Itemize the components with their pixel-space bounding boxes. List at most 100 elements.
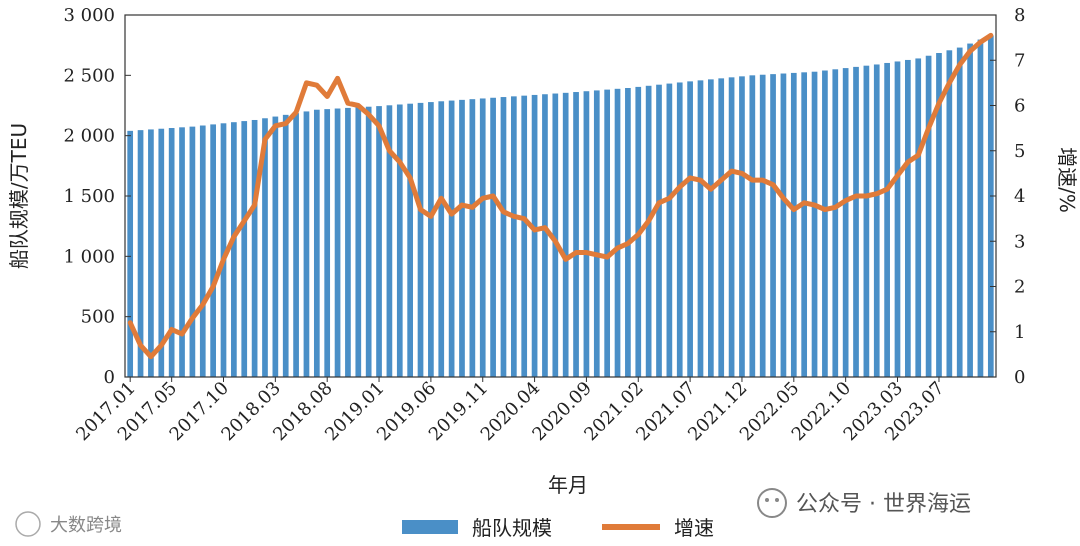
wechat-icon-dot	[765, 498, 769, 502]
bar-month-11	[241, 121, 248, 377]
right-tick-label: 7	[1014, 50, 1025, 71]
bar-month-37	[510, 96, 517, 377]
bar-month-52	[666, 83, 673, 377]
bar-month-77	[925, 55, 932, 377]
bar-month-19	[324, 109, 331, 378]
legend-bar-label: 船队规模	[472, 516, 552, 540]
bar-month-9	[220, 123, 227, 377]
bar-month-6	[189, 126, 196, 378]
watermark-right: 公众号 · 世界海运	[757, 488, 971, 518]
bar-month-20	[334, 108, 341, 378]
left-tick-label: 1 500	[63, 186, 115, 207]
bar-month-50	[645, 85, 652, 377]
bar-month-42	[562, 92, 569, 377]
right-tick-label: 4	[1014, 186, 1025, 207]
bar-month-59	[739, 76, 745, 377]
bar-month-26	[396, 104, 403, 378]
legend-line-label: 增速	[674, 516, 714, 540]
right-tick-label: 5	[1014, 141, 1025, 162]
bar-month-31	[448, 100, 455, 377]
bar-month-10	[231, 122, 237, 377]
bar-month-74	[894, 61, 901, 378]
bar-month-18	[313, 109, 320, 377]
bar-month-45	[593, 90, 600, 378]
bar-month-69	[842, 68, 849, 377]
bar-month-80	[956, 47, 963, 377]
bar-month-83	[987, 35, 994, 377]
watermark-right-text: 公众号 · 世界海运	[796, 492, 971, 517]
bar-month-53	[676, 82, 683, 377]
bar-month-17	[303, 111, 310, 378]
bar-month-25	[386, 105, 393, 378]
bar-month-65	[801, 72, 808, 377]
bar-month-40	[542, 94, 548, 378]
left-axis-ticks: 0 500 1 000 1 500 2 000 2 500 3 000	[63, 5, 131, 388]
bar-month-14	[272, 116, 279, 377]
bar-month-75	[905, 59, 911, 377]
bar-month-61	[759, 74, 766, 377]
right-tick-label: 2	[1014, 277, 1025, 298]
x-axis-ticks: 2017.012017.052017.102018.032018.082019.…	[72, 377, 949, 445]
left-tick-label: 0	[104, 367, 115, 388]
growth-rate-line	[127, 32, 994, 360]
right-tick-label: 1	[1014, 322, 1025, 343]
right-tick-label: 8	[1014, 5, 1025, 26]
bar-month-24	[376, 106, 382, 377]
bar-month-57	[718, 78, 725, 377]
bar-month-63	[780, 73, 787, 378]
bar-month-56	[708, 79, 714, 378]
bar-month-78	[936, 53, 942, 377]
bar-month-32	[459, 99, 465, 378]
bar-month-36	[500, 97, 507, 378]
left-tick-label: 2 000	[63, 126, 115, 147]
bar-month-66	[811, 71, 818, 378]
bar-month-39	[531, 94, 538, 377]
bar-month-70	[853, 66, 859, 377]
bar-month-54	[687, 81, 693, 378]
bar-month-68	[832, 69, 839, 378]
bar-month-76	[915, 58, 922, 377]
bar-month-34	[479, 98, 486, 378]
weibo-icon	[15, 511, 41, 537]
bar-month-82	[977, 39, 984, 377]
left-tick-label: 2 500	[63, 65, 115, 86]
bar-month-71	[863, 65, 870, 378]
bar-month-13	[262, 118, 268, 378]
right-tick-label: 3	[1014, 231, 1025, 252]
left-tick-label: 1 000	[63, 246, 115, 267]
bar-month-4	[168, 128, 175, 377]
bar-month-46	[604, 89, 611, 378]
bar-month-2	[148, 129, 154, 377]
bar-month-47	[614, 88, 621, 377]
bar-month-41	[552, 93, 559, 377]
bar-month-22	[355, 107, 362, 377]
bar-month-16	[293, 113, 299, 377]
right-tick-label: 6	[1014, 96, 1025, 117]
bar-month-1	[137, 130, 144, 377]
wechat-icon-dot	[775, 498, 779, 502]
bar-month-44	[583, 91, 590, 377]
bar-month-38	[521, 95, 528, 378]
bar-month-29	[428, 102, 434, 377]
bar-month-62	[770, 74, 776, 377]
bar-month-5	[179, 127, 185, 377]
bar-month-12	[251, 119, 258, 377]
bar-month-43	[573, 92, 579, 377]
x-axis-title: 年月	[548, 473, 588, 497]
bar-month-55	[697, 80, 704, 378]
bar-month-8	[210, 124, 216, 378]
bar-month-79	[946, 50, 953, 378]
bar-month-81	[967, 43, 973, 378]
wechat-icon	[757, 488, 787, 518]
left-tick-label: 500	[81, 307, 115, 328]
right-tick-label: 0	[1014, 367, 1025, 388]
bar-month-0	[127, 130, 134, 377]
left-axis-title: 船队规模/万TEU	[7, 123, 31, 269]
legend: 船队规模 增速	[402, 516, 714, 540]
bar-month-72	[873, 64, 880, 377]
bar-month-48	[625, 88, 631, 377]
bar-month-64	[790, 72, 797, 378]
watermark-left: 大数跨境	[15, 511, 122, 537]
right-axis-title: 增速/%	[1055, 147, 1079, 213]
